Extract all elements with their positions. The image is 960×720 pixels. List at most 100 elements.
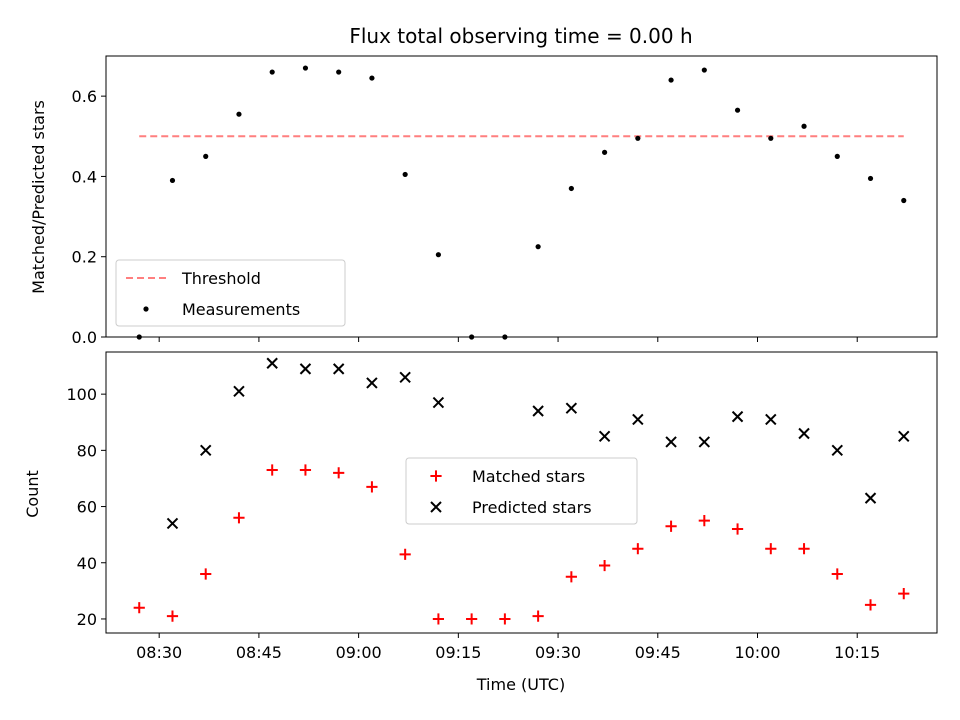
measurements-point [668,77,674,83]
predicted-stars-point [632,413,644,426]
bottom-ytick-label: 80 [77,441,97,460]
predicted-stars-point [233,385,245,398]
bottom-xtick-label: 09:15 [435,643,481,662]
matched-stars-point [333,467,345,479]
top-ytick-label: 0.0 [72,328,97,347]
matched-stars-point [499,613,511,625]
top-points [136,65,907,340]
matched-stars-point [200,568,212,580]
matched-stars-point [565,571,577,583]
measurements-point [768,135,774,141]
predicted-stars-point [532,405,544,417]
legend-measurements-swatch [143,306,149,312]
top-ytick-label: 0.4 [72,167,97,186]
matched-stars-point [698,515,710,527]
matched-stars-point [632,543,644,555]
matched-stars-point [665,520,677,532]
legend-matched-stars-swatch [430,470,442,482]
top-axes-frame [105,55,938,338]
top-ylabel: Matched/Predicted stars [29,100,48,294]
bottom-ytick-label: 60 [77,498,97,517]
legend-threshold-label: Threshold [181,269,261,288]
bottom-xtick-label: 09:45 [635,643,681,662]
top-ytick-label: 0.2 [72,248,97,267]
bottom-xlabel: Time (UTC) [476,675,565,694]
bottom-legend-box [405,457,638,525]
top-legend-box [115,259,346,327]
predicted-stars-point [698,436,711,448]
measurements-point [336,69,342,75]
predicted-stars-point [598,430,611,443]
bottom-ytick-label: 20 [77,610,97,629]
legend-predicted-stars-swatch [430,501,442,513]
legend-matched-stars-label: Matched stars [472,467,585,486]
matched-stars-point [266,464,278,476]
matched-stars-point [599,559,611,572]
predicted-stars-point [299,363,312,375]
predicted-stars-point [399,371,411,383]
predicted-stars-point [200,444,212,457]
matched-stars-point [399,548,411,560]
bottom-xtick-label: 10:15 [834,643,880,662]
measurements-point [502,334,508,340]
matched-stars-point [831,568,843,580]
bottom-ytick-label: 100 [66,385,97,404]
predicted-stars-point [731,410,744,423]
measurements-point [302,65,309,71]
measurements-point [236,111,242,117]
measurements-point [568,185,574,192]
bottom-axes-frame [105,351,938,634]
matched-stars-point [731,523,744,535]
bottom-ylabel: Count [23,470,42,518]
matched-stars-point [133,602,145,614]
predicted-stars-point [565,402,578,414]
measurements-point [402,171,408,178]
measurements-point [469,334,475,340]
measurements-point [901,197,907,204]
matched-stars-point [466,613,478,625]
bottom-xtick-label: 10:00 [734,643,780,662]
predicted-stars-point [665,436,677,448]
matched-stars-point [233,512,245,524]
predicted-stars-point [798,427,810,440]
bottom-xtick-label: 09:30 [535,643,581,662]
measurements-point [435,252,441,258]
predicted-stars-point [266,357,278,369]
measurements-point [801,123,807,129]
matched-stars-point [299,464,312,476]
bottom-points [133,357,910,625]
bottom-ytick-label: 40 [77,554,97,573]
measurements-point [369,75,375,81]
bottom-xtick-label: 09:00 [336,643,382,662]
legend-measurements-label: Measurements [182,300,300,319]
measurements-point [867,175,874,182]
bottom-xtick-label: 08:45 [236,643,282,662]
measurements-point [834,153,840,159]
predicted-stars-point [432,396,445,409]
measurements-point [203,153,209,159]
matched-stars-point [898,588,910,600]
measurements-point [701,67,707,73]
predicted-stars-point [898,430,910,443]
measurements-point [635,135,641,141]
measurements-point [136,334,142,340]
predicted-stars-point [366,377,378,389]
top-panel: 0.0 0.2 0.4 0.6 Threshold Measurements [72,55,938,347]
matched-stars-point [366,481,378,493]
predicted-stars-point [864,492,877,504]
matched-stars-point [864,599,877,611]
measurements-point [535,244,541,250]
matched-stars-point [166,610,179,622]
matched-stars-point [432,613,444,625]
matched-stars-point [798,543,810,555]
predicted-stars-point [765,413,777,426]
top-ytick-label: 0.6 [72,87,97,106]
bottom-xtick-label: 08:30 [136,643,182,662]
measurements-point [169,177,176,184]
measurements-point [269,69,275,75]
bottom-panel: 20 40 60 80 100 08:30 08:45 09:00 09:15 09:30 09:4… [66,351,938,662]
legend-predicted-stars-label: Predicted stars [472,498,592,517]
measurements-point [734,107,741,113]
